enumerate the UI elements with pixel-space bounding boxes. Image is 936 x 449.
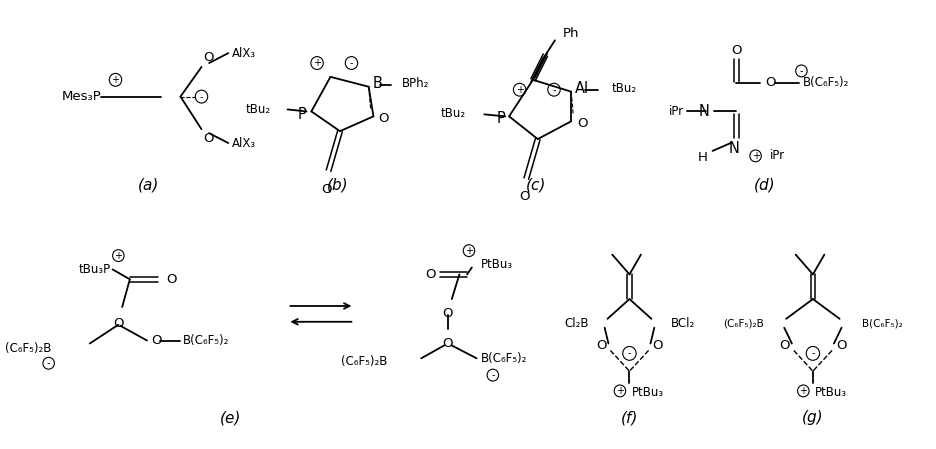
Text: B: B [373,76,382,91]
Text: AlX₃: AlX₃ [232,47,256,60]
Text: O: O [203,132,213,145]
Text: PtBu₃: PtBu₃ [631,387,663,400]
Text: BPh₂: BPh₂ [402,77,429,90]
Text: O: O [779,339,789,352]
Text: O: O [166,273,177,286]
Text: +: + [515,85,523,95]
Text: (C₆F₅)₂B: (C₆F₅)₂B [723,319,764,329]
Text: B(C₆F₅)₂: B(C₆F₅)₂ [861,319,901,329]
Text: +: + [751,151,759,161]
Text: (e): (e) [219,410,241,425]
Text: -: - [551,85,555,95]
Text: Cl₂B: Cl₂B [563,317,588,330]
Text: BCl₂: BCl₂ [670,317,695,330]
Text: O: O [765,76,775,89]
Text: (C₆F₅)₂B: (C₆F₅)₂B [5,342,51,355]
Text: AlX₃: AlX₃ [232,136,256,150]
Text: -: - [490,370,494,380]
Text: O: O [519,190,529,203]
Text: (d): (d) [753,178,775,193]
Text: B(C₆F₅)₂: B(C₆F₅)₂ [480,352,526,365]
Text: tBu₂: tBu₂ [610,82,636,95]
Text: (f): (f) [621,410,637,425]
Text: (c): (c) [525,178,546,193]
Text: -: - [199,92,203,101]
Text: O: O [442,307,453,320]
Text: P: P [298,107,306,122]
Text: O: O [595,339,606,352]
Text: O: O [203,51,213,64]
Text: P: P [496,111,505,126]
Text: tBu₂: tBu₂ [441,107,465,120]
Text: (b): (b) [326,178,347,193]
Text: N: N [727,141,739,156]
Text: PtBu₃: PtBu₃ [814,387,846,400]
Text: O: O [425,268,435,281]
Text: N: N [698,104,709,119]
Text: -: - [798,66,802,76]
Text: -: - [349,58,353,68]
Text: O: O [730,44,741,57]
Text: H: H [697,151,707,164]
Text: -: - [627,348,631,358]
Text: iPr: iPr [668,105,683,118]
Text: O: O [378,112,388,125]
Text: -: - [811,348,813,358]
Text: +: + [798,386,807,396]
Text: Al: Al [575,81,589,96]
Text: (g): (g) [801,410,823,425]
Text: +: + [313,58,321,68]
Text: +: + [111,75,120,85]
Text: Mes₃P: Mes₃P [62,90,101,103]
Text: O: O [151,334,161,347]
Text: O: O [442,337,453,350]
Text: +: + [615,386,623,396]
Text: O: O [577,117,587,130]
Text: (a): (a) [139,178,159,193]
Text: +: + [114,251,123,260]
Text: +: + [464,246,473,255]
Text: Ph: Ph [562,27,578,40]
Text: O: O [651,339,662,352]
Text: tBu₂: tBu₂ [246,103,271,116]
Text: B(C₆F₅)₂: B(C₆F₅)₂ [802,76,849,89]
Text: iPr: iPr [769,150,784,163]
Text: O: O [113,317,124,330]
Text: (C₆F₅)₂B: (C₆F₅)₂B [341,355,388,368]
Text: B(C₆F₅)₂: B(C₆F₅)₂ [183,334,229,347]
Text: O: O [321,183,331,195]
Text: tBu₃P: tBu₃P [79,263,110,276]
Text: O: O [835,339,845,352]
Text: PtBu₃: PtBu₃ [480,258,512,271]
Text: -: - [47,358,51,368]
